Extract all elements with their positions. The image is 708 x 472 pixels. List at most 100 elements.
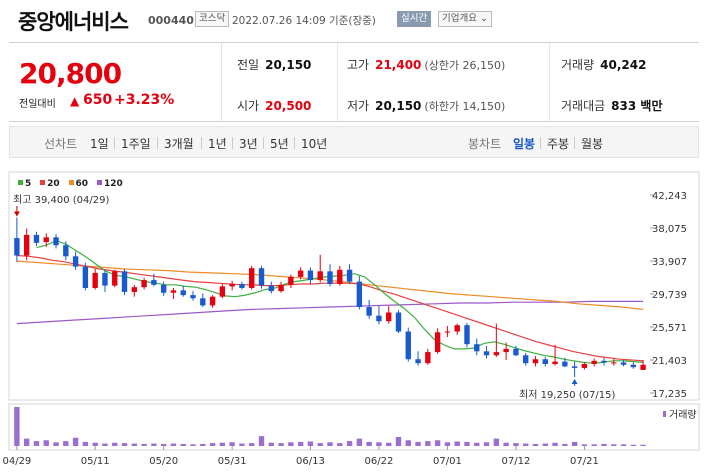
open-price: 시가 20,500	[237, 97, 311, 114]
candle-body	[591, 360, 597, 364]
volume-bar	[552, 442, 558, 446]
y-tick-label: 17,235	[652, 389, 687, 400]
change-label: 전일대비	[19, 99, 56, 110]
candle-body	[43, 237, 49, 243]
volume-label: 거래량	[669, 409, 697, 421]
candle-body	[151, 280, 157, 285]
prev-close: 전일 20,150	[237, 56, 311, 73]
volume-bar	[131, 443, 137, 446]
candle-body	[601, 360, 607, 363]
candle-body	[82, 266, 89, 288]
legend-ma5: 5	[18, 179, 31, 189]
volume-bar	[425, 441, 431, 446]
candle-body	[92, 272, 98, 288]
volume-bar	[219, 442, 226, 446]
volume-bar	[151, 443, 157, 446]
line-chart-label[interactable]: 선차트	[44, 137, 78, 151]
candle-body	[571, 366, 578, 368]
stock-name: 중앙에너비스	[18, 10, 129, 34]
period-1d[interactable]: 1일	[90, 137, 109, 151]
candle-body	[483, 351, 490, 356]
volume-bar	[581, 444, 588, 446]
candle-daily[interactable]: 일봉	[513, 137, 536, 151]
candle-body	[33, 234, 40, 243]
candle-body	[532, 359, 539, 364]
volume-bar	[112, 442, 118, 446]
volume-bar	[63, 441, 69, 446]
candle-body	[112, 271, 118, 286]
y-tick-label: 33,907	[652, 257, 687, 268]
candle-body	[434, 332, 441, 353]
volume-bar	[591, 444, 597, 446]
company-overview-dropdown[interactable]: 기업개요 ⌄	[438, 11, 492, 27]
high-price: 고가 21,400 (상한가 26,150)	[347, 56, 505, 73]
current-price-box: 20,800 전일대비 ▲ 650 +3.23%	[9, 43, 222, 121]
candle-body	[630, 364, 637, 368]
volume-bar	[493, 438, 500, 446]
volume: 거래량 40,242	[561, 56, 646, 73]
volume-bar	[337, 443, 343, 446]
volume-bar	[190, 444, 196, 446]
candle-chart-label[interactable]: 봉차트	[468, 137, 502, 151]
low-label: 저가	[347, 99, 370, 113]
divider	[201, 137, 202, 149]
high-arrow-head	[13, 211, 20, 217]
candle-body	[160, 284, 167, 293]
volume-bar	[434, 440, 441, 446]
volume-bar	[170, 443, 177, 446]
volume-label: 거래량	[561, 58, 595, 72]
volume-bar	[630, 444, 637, 446]
period-3y[interactable]: 3년	[239, 137, 258, 151]
volume-bar	[415, 441, 421, 446]
divider	[294, 137, 295, 149]
candle-body	[63, 245, 69, 257]
ma-legend: 5 20 60 120	[18, 179, 129, 189]
divider	[114, 137, 115, 149]
low-price: 저가 20,150 (하한가 14,150)	[347, 97, 505, 114]
volume-bar	[180, 443, 186, 446]
period-3m[interactable]: 3개월	[164, 137, 194, 151]
candle-body	[562, 361, 568, 367]
y-tick-label: 29,739	[652, 290, 687, 301]
volume-bar	[386, 442, 392, 446]
high-annotation: 최고 39,400 (04/29)	[13, 194, 109, 206]
volume-panel-frame	[8, 403, 700, 451]
candle-monthly[interactable]: 월봉	[581, 137, 604, 151]
candle-body	[190, 295, 196, 299]
candle-body	[444, 331, 451, 333]
volume-bar	[611, 444, 617, 446]
period-10y[interactable]: 10년	[301, 137, 328, 151]
y-tick-label: 21,403	[652, 356, 687, 367]
candle-body	[513, 348, 519, 356]
period-1y[interactable]: 1년	[208, 137, 227, 151]
volume-bar	[513, 443, 519, 446]
x-tick-label: 07/12	[501, 456, 530, 467]
y-tick-label: 25,571	[652, 323, 687, 334]
realtime-button[interactable]: 실시간	[397, 11, 432, 27]
period-5y[interactable]: 5년	[270, 137, 289, 151]
candle-body	[542, 359, 548, 364]
volume-bar	[454, 441, 460, 446]
current-price: 20,800	[19, 57, 122, 90]
x-tick-label: 06/13	[296, 456, 325, 467]
candle-body	[552, 361, 558, 364]
volume-bar	[464, 441, 470, 446]
change-value: 650	[83, 92, 113, 108]
candle-body	[307, 270, 314, 281]
candle-body	[346, 269, 353, 282]
x-tick-label: 05/11	[81, 456, 110, 467]
candle-body	[229, 284, 235, 287]
candle-body	[493, 352, 500, 356]
candle-weekly[interactable]: 주봉	[547, 137, 570, 151]
high-label: 고가	[347, 58, 370, 72]
x-tick-label: 06/22	[365, 456, 394, 467]
volume-bar	[92, 442, 98, 446]
open-value: 20,500	[265, 99, 312, 113]
volume-bar	[395, 436, 402, 446]
volume-bar	[160, 443, 167, 446]
market-badge: 코스닥	[195, 11, 230, 27]
volume-bar	[249, 443, 255, 446]
volume-bar	[258, 436, 265, 446]
period-1w[interactable]: 1주일	[121, 137, 151, 151]
